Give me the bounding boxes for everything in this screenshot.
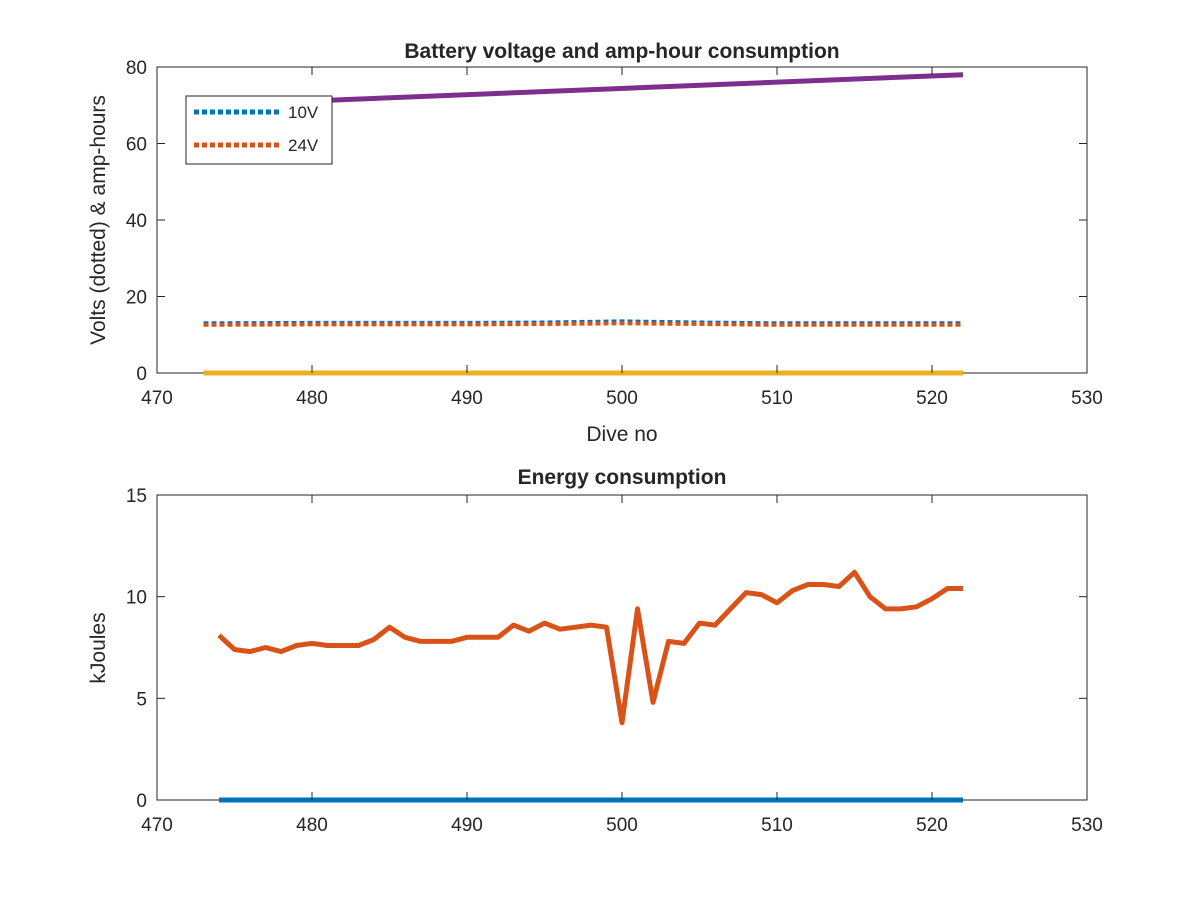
top-ticks-group: 470 480 490 500 510 520 530 0 20 40 60 80 [126,58,1103,409]
bottom-axes: Energy consumption kJoules 470 480 490 500 5… [87,466,1103,836]
top-x-tick-label: 510 [761,388,793,409]
top-x-tick-label: 500 [606,388,638,409]
top-y-tick-label: 60 [126,135,147,156]
bottom-x-tick-label: 480 [296,815,328,836]
bottom-x-tick-label: 490 [451,815,483,836]
legend-label-10v: 10V [288,103,319,122]
top-axes: Battery voltage and amp-hour consumption… [87,40,1103,446]
bottom-x-tick-label: 520 [916,815,948,836]
legend-label-24v: 24V [288,136,319,155]
top-x-tick-label: 520 [916,388,948,409]
bottom-series-group [217,569,963,803]
top-y-tick-label: 20 [126,288,147,309]
bottom-y-tick-label: 5 [136,689,147,710]
bottom-x-tick-label: 510 [761,815,793,836]
bottom-x-tick-label: 530 [1071,815,1103,836]
top-x-axis-label: Dive no [586,423,657,446]
bottom-y-tick-label: 0 [136,791,147,812]
bottom-y-tick-label: 10 [126,588,147,609]
top-x-tick-label: 480 [296,388,328,409]
top-y-tick-label: 0 [136,364,147,385]
top-y-tick-label: 80 [126,58,147,79]
bottom-y-tick-label: 15 [126,486,147,507]
top-y-tick-label: 40 [126,211,147,232]
top-x-tick-label: 470 [141,388,173,409]
bottom-axes-box [156,494,1088,801]
top-x-tick-label: 490 [451,388,483,409]
legend: 10V 24V [185,95,333,165]
bottom-chart-title: Energy consumption [518,466,727,489]
bottom-x-tick-label: 500 [606,815,638,836]
bottom-x-tick-label: 470 [141,815,173,836]
legend-box [185,95,333,165]
bottom-y-axis-label: kJoules [87,612,110,683]
top-y-axis-label: Volts (dotted) & amp-hours [87,95,110,345]
top-series-24v [203,321,963,327]
top-x-tick-label: 530 [1071,388,1103,409]
bottom-series-orange-line [217,569,963,726]
top-chart-title: Battery voltage and amp-hour consumption [404,40,839,63]
